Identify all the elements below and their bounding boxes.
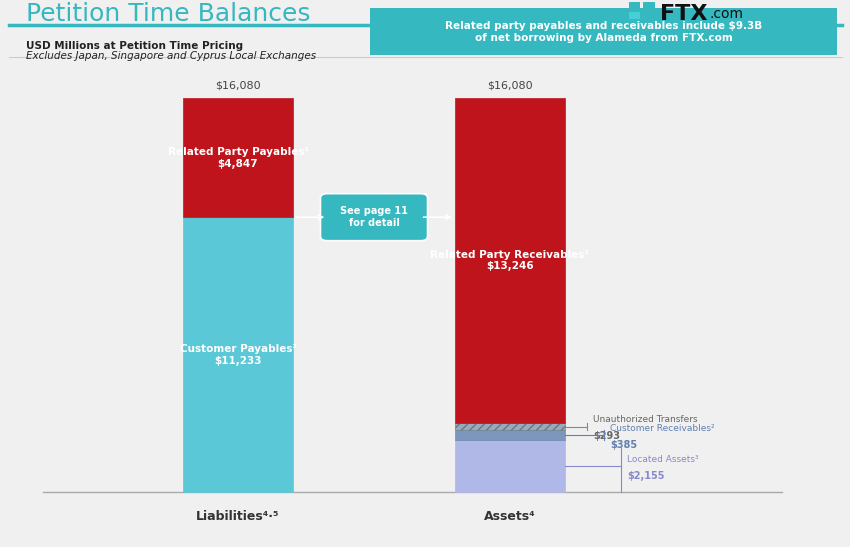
Text: FTX: FTX (660, 4, 708, 24)
Text: Located Assets³: Located Assets³ (627, 455, 699, 464)
Text: Liabilities⁴·⁵: Liabilities⁴·⁵ (196, 510, 280, 523)
Text: Customer Receivables²: Customer Receivables² (610, 424, 715, 433)
Text: Petition Time Balances: Petition Time Balances (26, 2, 310, 26)
Bar (455, 440, 565, 492)
Bar (629, 11, 640, 19)
Bar (455, 430, 565, 440)
FancyBboxPatch shape (320, 194, 428, 241)
Text: $16,080: $16,080 (487, 80, 533, 90)
Bar (183, 217, 293, 492)
Text: Related party payables and receivables include $9.3B
of net borrowing by Alameda: Related party payables and receivables i… (445, 21, 762, 43)
Bar (643, 3, 654, 9)
Bar (455, 423, 565, 430)
Text: $16,080: $16,080 (215, 80, 261, 90)
Text: Excludes Japan, Singapore and Cyprus Local Exchanges: Excludes Japan, Singapore and Cyprus Loc… (26, 51, 315, 61)
Text: USD Millions at Petition Time Pricing: USD Millions at Petition Time Pricing (26, 42, 242, 51)
FancyBboxPatch shape (370, 8, 837, 55)
Text: $385: $385 (610, 440, 638, 450)
Bar (629, 3, 640, 9)
Text: Related Party Receivables¹
$13,246: Related Party Receivables¹ $13,246 (430, 250, 590, 271)
Bar (183, 98, 293, 217)
Text: Unauthorized Transfers: Unauthorized Transfers (593, 415, 698, 424)
Text: Related Party Payables¹
$4,847: Related Party Payables¹ $4,847 (167, 147, 309, 168)
Text: Assets⁴: Assets⁴ (484, 510, 536, 523)
Text: $293: $293 (593, 432, 620, 441)
Text: .com: .com (710, 7, 744, 21)
Bar (643, 11, 654, 19)
Text: $2,155: $2,155 (627, 471, 665, 481)
Bar (455, 98, 565, 423)
Text: See page 11
for detail: See page 11 for detail (340, 206, 408, 228)
Text: Customer Payables²
$11,233: Customer Payables² $11,233 (179, 344, 297, 365)
